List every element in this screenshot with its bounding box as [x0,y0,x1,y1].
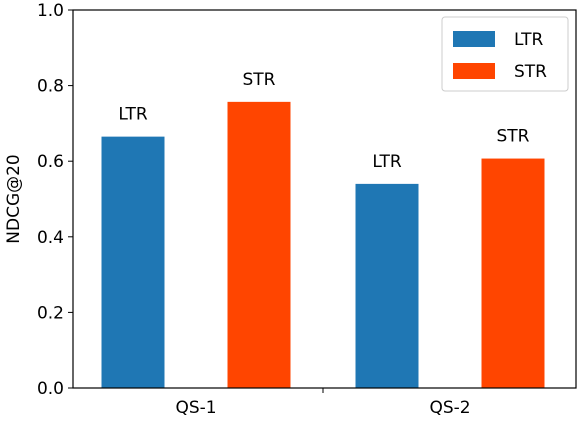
y-tick-label: 0.6 [37,152,64,172]
legend-label-str: STR [514,62,547,82]
y-axis-label: NDCG@20 [4,154,24,243]
bar-ltr-qs-1 [102,137,165,388]
bar-label-str-qs-2: STR [497,127,530,147]
bar-str-qs-2 [482,159,545,388]
bar-label-str-qs-1: STR [243,70,276,90]
bar-label-ltr-qs-1: LTR [118,105,148,125]
bar-label-ltr-qs-2: LTR [372,152,402,172]
legend-swatch-str [453,63,495,79]
bar-str-qs-1 [228,102,291,388]
x-tick-label-qs-2: QS-2 [429,398,470,418]
y-tick-label: 0.0 [37,379,64,399]
legend-box [442,17,568,91]
y-tick-label: 0.2 [37,303,64,323]
legend-swatch-ltr [453,31,495,47]
bars-group [102,102,545,388]
legend: LTR STR [442,17,568,91]
y-tick-label: 0.4 [37,228,64,248]
y-axis: 0.0 0.2 0.4 0.6 0.8 1.0 [37,1,73,399]
y-tick-label: 0.8 [37,77,64,97]
x-tick-label-qs-1: QS-1 [175,398,216,418]
x-axis: QS-1 QS-2 [175,388,470,418]
legend-label-ltr: LTR [514,30,544,50]
bar-ltr-qs-2 [356,184,419,388]
y-tick-label: 1.0 [37,1,64,21]
